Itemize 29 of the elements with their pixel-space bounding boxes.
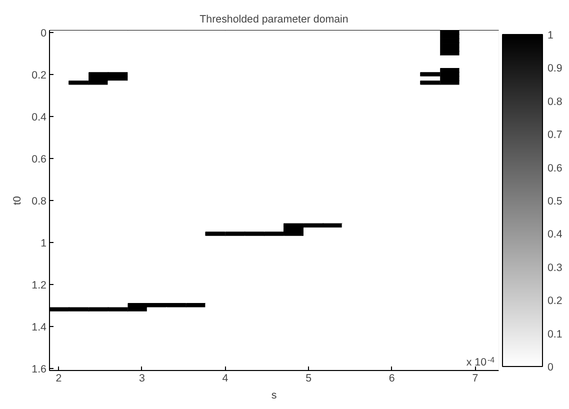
color-bar-label: 0.2	[548, 295, 562, 308]
color-bar-label: 0.7	[548, 129, 562, 142]
y-tick-label: 0.6	[32, 154, 47, 166]
color-bar-label: 0.1	[548, 328, 562, 340]
x-axis-title: s	[271, 390, 277, 402]
x-tick-label: 5	[306, 372, 312, 384]
chart-title: Thresholded parameter domain	[200, 14, 348, 26]
y-tick-label: 1.2	[32, 279, 47, 292]
color-bar-label: 0.4	[548, 228, 562, 241]
x-tick-label: 6	[388, 372, 395, 384]
x-tick-label: 4	[222, 372, 228, 384]
color-bar-label: 0.9	[548, 62, 562, 75]
x-tick-label: 2	[56, 372, 62, 384]
y-tick-label: 0.8	[32, 196, 47, 208]
color-bar-label: 0.8	[548, 96, 562, 108]
x-tick-label: 3	[139, 372, 145, 384]
y-tick-label: 1	[40, 237, 47, 250]
y-axis-title: t0	[12, 196, 24, 205]
y-tick-label: 1.6	[32, 363, 47, 376]
y-tick-label: 0.4	[32, 112, 47, 124]
color-bar-label: 0	[548, 362, 554, 374]
color-bar-label: 0.5	[548, 196, 562, 208]
x-tick-label: 7	[472, 372, 478, 384]
color-bar-label: 1	[548, 30, 554, 42]
y-tick-label: 0.2	[32, 70, 47, 82]
color-bar-label: 0.6	[548, 162, 562, 174]
y-tick-label: 1.4	[32, 321, 47, 334]
color-bar-label: 0.3	[548, 262, 562, 274]
y-tick-label: 0	[40, 28, 47, 40]
